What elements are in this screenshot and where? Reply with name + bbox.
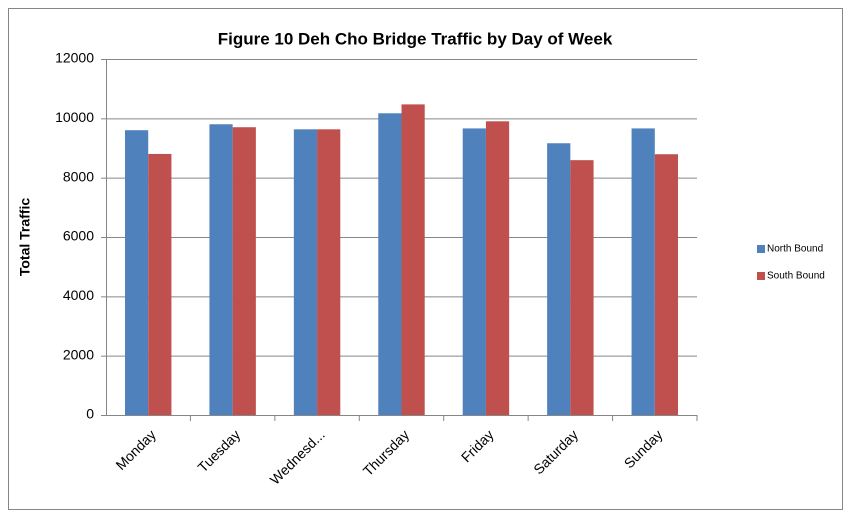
bar <box>317 129 341 415</box>
y-tick-label: 0 <box>86 406 94 422</box>
bar <box>148 153 172 415</box>
y-tick-label: 2000 <box>63 346 94 362</box>
bar <box>124 130 149 415</box>
bar <box>209 124 233 416</box>
bar <box>293 129 318 415</box>
bar <box>547 143 571 415</box>
y-tick-label: 8000 <box>63 168 94 184</box>
y-tick-label: 10000 <box>55 109 94 125</box>
bar <box>654 154 679 416</box>
bar <box>631 128 655 416</box>
legend-swatch <box>757 272 765 280</box>
y-axis-label: Total Traffic <box>17 198 33 277</box>
bar <box>401 104 425 415</box>
bar <box>378 113 402 415</box>
legend-label: North Bound <box>767 244 823 255</box>
bar <box>462 128 486 416</box>
y-tick-label: 12000 <box>55 50 94 66</box>
bar <box>232 127 256 415</box>
y-tick-label: 6000 <box>63 228 94 244</box>
y-tick-label: 4000 <box>63 287 94 303</box>
chart-title: Figure 10 Deh Cho Bridge Traffic by Day … <box>218 29 613 48</box>
bar <box>570 160 594 415</box>
bar <box>485 121 510 416</box>
legend-label: South Bound <box>767 271 825 282</box>
legend-swatch <box>757 245 765 253</box>
